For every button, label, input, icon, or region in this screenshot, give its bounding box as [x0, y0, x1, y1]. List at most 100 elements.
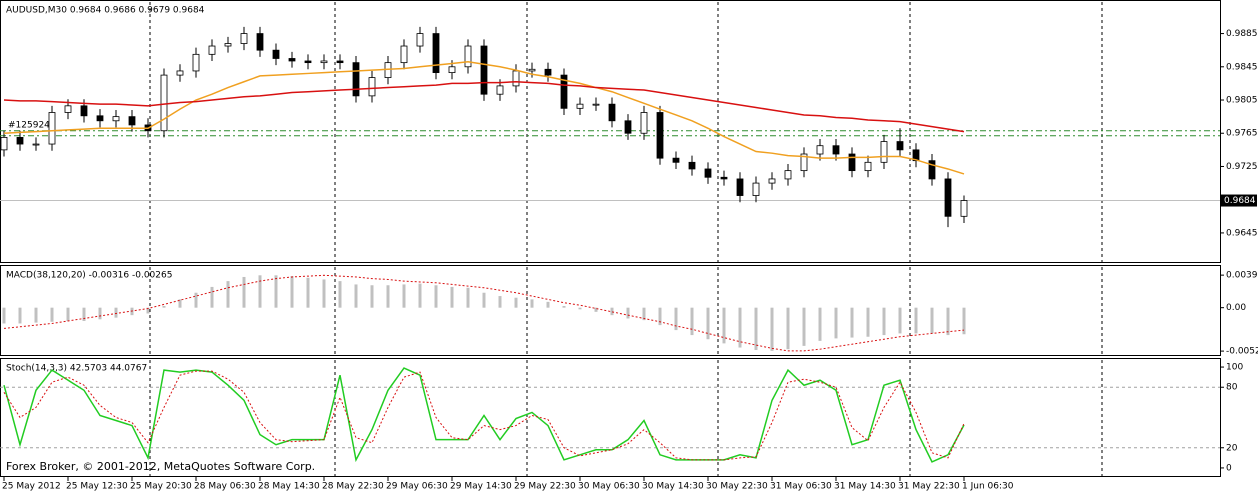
x-tick-label: 29 May 14:30 — [450, 482, 512, 492]
candle-body — [208, 45, 216, 55]
last-price-label: 0.9684 — [1224, 196, 1256, 206]
macd-bar — [946, 307, 950, 336]
candle-body — [304, 60, 312, 64]
candle-body — [0, 136, 8, 151]
pane-title: MACD(38,120,20) -0.00316 -0.00265 — [6, 271, 172, 281]
macd-bar — [738, 307, 742, 348]
candle-body — [272, 49, 280, 59]
macd-bar — [930, 307, 934, 334]
macd-bar — [242, 276, 246, 308]
macd-bar — [706, 307, 710, 340]
x-tick-label: 30 May 14:30 — [642, 482, 704, 492]
candle-body — [928, 160, 936, 180]
macd-bar — [162, 306, 166, 308]
macd-bar — [34, 307, 38, 323]
y-tick-label: 0.9885 — [1226, 29, 1258, 39]
macd-bar — [66, 307, 70, 321]
macd-bar — [258, 275, 262, 308]
macd-bar — [674, 307, 678, 331]
y-tick-label: 0.9805 — [1226, 96, 1258, 106]
candle-body — [288, 58, 296, 62]
pane-title: Stoch(14,3,3) 42.5703 44.0767 — [6, 364, 147, 374]
macd-bar — [226, 281, 230, 308]
candle-body — [896, 141, 904, 151]
moving-average — [3, 61, 965, 175]
y-tick-label: 100 — [1226, 363, 1243, 373]
macd-bar — [594, 307, 598, 312]
candle-body — [592, 103, 600, 106]
macd-bar — [434, 285, 438, 308]
candle-body — [352, 62, 360, 97]
macd-bar — [290, 276, 294, 308]
macd-bar — [498, 296, 502, 308]
macd-signal — [3, 274, 965, 352]
y-tick-label: 0.9645 — [1226, 228, 1258, 238]
macd-bar — [450, 286, 454, 308]
macd-bar — [386, 285, 390, 308]
candle-body — [544, 68, 552, 76]
macd-bar — [370, 285, 374, 308]
x-tick-label: 28 May 22:30 — [322, 482, 384, 492]
macd-bar — [818, 307, 822, 341]
macd-bar — [658, 307, 662, 326]
candle-body — [768, 178, 776, 184]
macd-bar — [146, 307, 150, 314]
y-tick-label: -0.00523 — [1226, 347, 1258, 357]
macd-bar — [178, 299, 182, 308]
candle-body — [176, 70, 184, 76]
x-tick-label: 25 May 2012 — [2, 482, 61, 492]
candle-body — [32, 143, 40, 146]
macd-bar — [834, 307, 838, 339]
macd-bar — [626, 307, 630, 319]
y-tick-label: 0.9765 — [1226, 129, 1258, 139]
macd-bar — [354, 284, 358, 308]
macd-bar — [194, 292, 198, 308]
macd-bar — [770, 307, 774, 351]
candle-body — [688, 161, 696, 170]
candle-body — [416, 33, 424, 47]
y-tick-label: 0.9725 — [1226, 162, 1258, 172]
y-tick-label: 0.00392 — [1226, 271, 1258, 281]
x-tick-label: 29 May 06:30 — [386, 482, 448, 492]
order-label: #125924 — [8, 120, 50, 130]
macd-bar — [722, 307, 726, 344]
x-tick-label: 31 May 06:30 — [770, 482, 832, 492]
candle-body — [240, 33, 248, 44]
macd-bar — [2, 307, 6, 324]
candle-body — [512, 70, 520, 87]
candle-body — [96, 115, 104, 122]
x-tick-label: 30 May 22:30 — [706, 482, 768, 492]
candle-body — [832, 145, 840, 155]
stoch-line — [3, 367, 965, 463]
macd-bar — [546, 301, 550, 308]
candle-body — [672, 157, 680, 163]
candle-body — [640, 112, 648, 134]
macd-bar — [98, 307, 102, 320]
candle-body — [944, 178, 952, 217]
watermark: Forex Broker, © 2001-2012, MetaQuotes So… — [6, 460, 315, 473]
candle-body — [368, 77, 376, 97]
x-tick-label: 28 May 14:30 — [258, 482, 320, 492]
macd-bar — [754, 307, 758, 351]
candle-body — [480, 45, 488, 95]
macd-bar — [466, 287, 470, 308]
macd-bar — [802, 307, 806, 346]
candle-body — [560, 74, 568, 109]
macd-bar — [866, 307, 870, 337]
candle-body — [912, 149, 920, 162]
last-price-box — [1221, 194, 1257, 207]
macd-bar — [530, 299, 534, 308]
candle-body — [704, 168, 712, 178]
candle-body — [128, 116, 136, 126]
macd-bar — [514, 297, 518, 308]
candle-body — [656, 112, 664, 159]
candle-body — [960, 200, 968, 217]
macd-bar — [850, 307, 854, 338]
macd-bar — [562, 306, 566, 308]
x-tick-label: 30 May 06:30 — [578, 482, 640, 492]
macd-bar — [82, 307, 86, 321]
candle-body — [464, 45, 472, 68]
candle-body — [256, 33, 264, 51]
macd-bar — [914, 307, 918, 334]
